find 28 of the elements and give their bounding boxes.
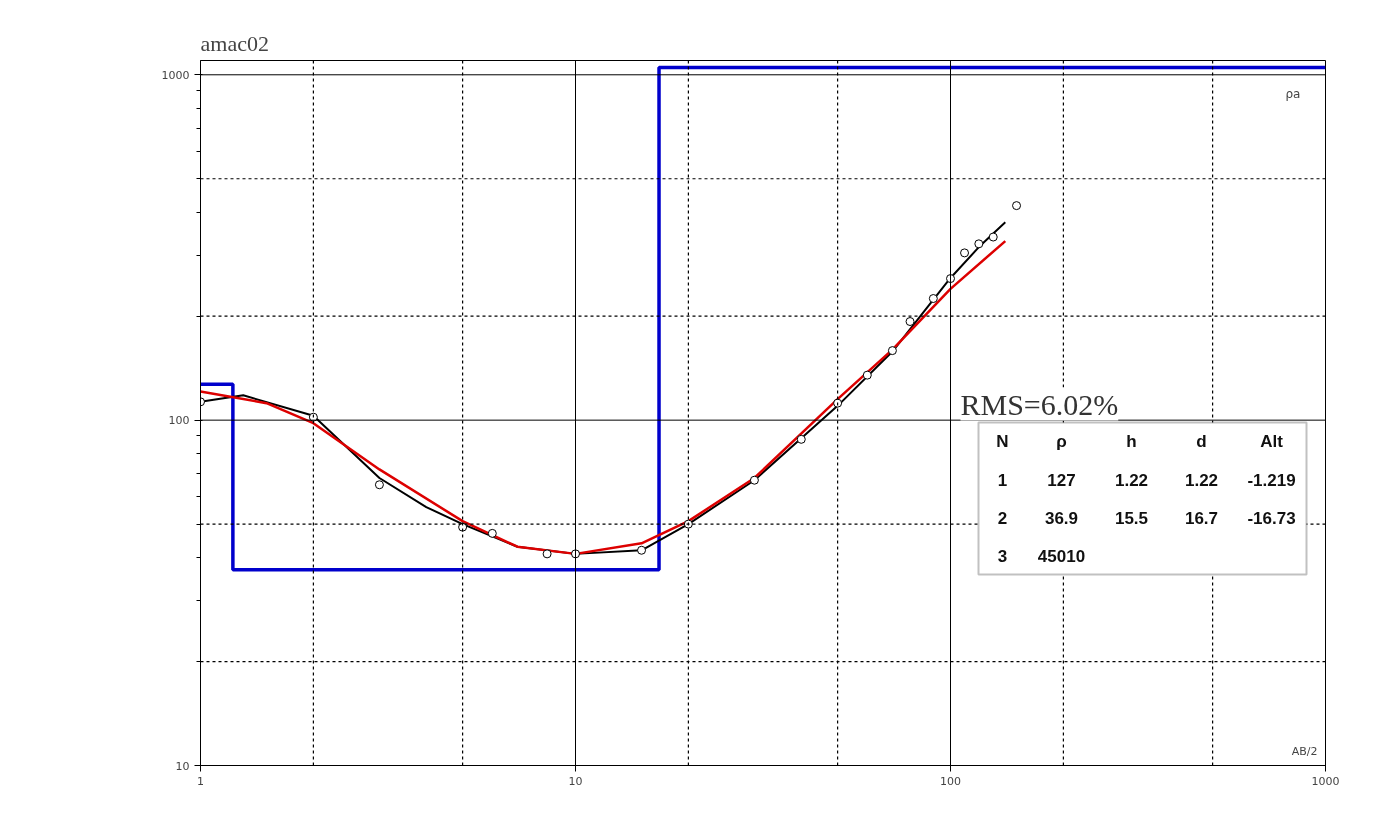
y-tick-label: 1000 [161,68,190,82]
annotation: h [1126,432,1137,451]
annotation: 1.22 [1114,470,1149,490]
annotation: RMS=6.02% [960,387,1119,421]
x-tick-label: 100 [940,774,961,788]
annotation: 45010 [1037,546,1086,566]
annotation: 16.7 [1184,508,1219,528]
annotation: 3 [997,546,1008,566]
annotation: d [1196,432,1207,451]
x-tick-label: 1000 [1311,774,1340,788]
y-axis-title: ρa [1285,86,1301,101]
x-tick-label: 10 [568,774,583,788]
y-tick-label: 100 [168,414,190,428]
x-axis-title: AB/2 [1291,744,1318,758]
annotation: Alt [1260,432,1284,451]
annotation: N [996,432,1009,451]
annotation: -1.219 [1247,470,1296,490]
annotation: 15.5 [1114,508,1149,528]
annotation: 127 [1047,470,1076,490]
y-tick-label: 10 [175,759,190,773]
x-tick-label: 1 [197,774,204,788]
annotation: 2 [997,508,1008,528]
annotation: 1 [997,470,1008,490]
chart-title: amac02 [200,30,269,56]
annotation: -16.73 [1247,508,1296,528]
annotation: ρ [1056,432,1067,451]
annotation: 1.22 [1184,470,1219,490]
annotation: 36.9 [1044,508,1079,528]
